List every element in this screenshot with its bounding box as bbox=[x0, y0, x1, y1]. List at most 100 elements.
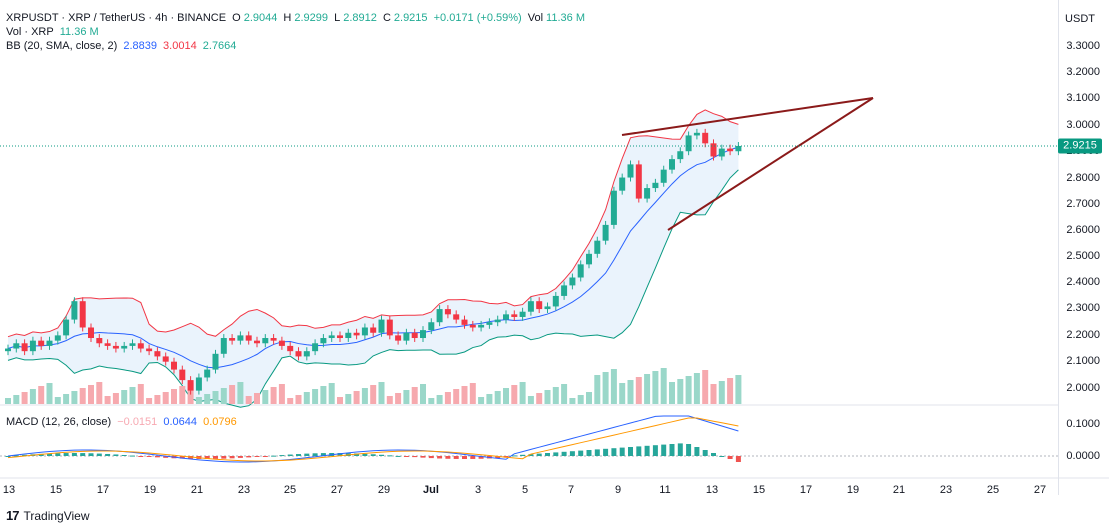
volume-bar bbox=[677, 379, 684, 404]
macd-histogram-bar bbox=[420, 456, 426, 458]
volume-bar bbox=[38, 386, 45, 404]
macd-histogram-bar bbox=[121, 454, 127, 456]
volume-bar bbox=[735, 375, 742, 404]
volume-bar bbox=[320, 386, 327, 404]
volume-bar bbox=[270, 387, 277, 404]
macd-histogram-bar bbox=[379, 454, 384, 456]
close-label: C bbox=[382, 12, 391, 24]
macd-line-value: 0.0644 bbox=[163, 416, 198, 428]
macd-histogram-bar bbox=[395, 455, 401, 457]
macd-histogram-bar bbox=[47, 453, 52, 456]
ohlc-legend: XRPUSDT · XRP / TetherUS · 4h · BINANCE … bbox=[6, 11, 588, 25]
macd-histogram-bar bbox=[403, 456, 409, 457]
candle-body bbox=[270, 338, 277, 341]
volume-bar bbox=[602, 372, 609, 404]
time-tick: 19 bbox=[846, 484, 860, 496]
price-tick: 2.6000 bbox=[1066, 224, 1100, 236]
volume-bar bbox=[403, 390, 410, 404]
candle-body bbox=[403, 332, 410, 341]
macd-histogram-bar bbox=[96, 453, 102, 456]
candle-body bbox=[21, 343, 28, 352]
candle-body bbox=[453, 314, 460, 320]
current-price-tag: 2.9215 bbox=[1058, 138, 1102, 154]
candle-body bbox=[544, 306, 551, 310]
volume-bar bbox=[378, 382, 385, 404]
time-tick: 23 bbox=[237, 484, 251, 496]
candle-body bbox=[245, 335, 252, 341]
macd-histogram-bar bbox=[428, 456, 434, 459]
macd-histogram-bar bbox=[55, 453, 61, 456]
candle-body bbox=[610, 190, 617, 225]
volume-bar bbox=[13, 395, 20, 404]
macd-histogram-bar bbox=[520, 454, 526, 456]
volume-bar bbox=[486, 394, 493, 404]
candle-body bbox=[162, 356, 169, 362]
price-tick: 2.4000 bbox=[1066, 276, 1100, 288]
change-value: +0.0171 (+0.59%) bbox=[433, 12, 522, 24]
tradingview-logo[interactable]: 17 TradingView bbox=[6, 508, 90, 523]
volume-bar bbox=[727, 378, 734, 404]
time-tick: 25 bbox=[283, 484, 297, 496]
candle-body bbox=[527, 301, 534, 312]
candle-body bbox=[129, 343, 136, 346]
macd-histogram-bar bbox=[553, 452, 559, 456]
candle-body bbox=[395, 335, 402, 341]
macd-histogram-bar bbox=[312, 453, 318, 456]
candle-body bbox=[262, 338, 269, 344]
macd-legend[interactable]: MACD (12, 26, close) −0.0151 0.0644 0.07… bbox=[6, 415, 240, 429]
open-value: 2.9044 bbox=[243, 12, 278, 24]
candle-body bbox=[345, 332, 352, 339]
macd-histogram-bar bbox=[735, 456, 741, 462]
candle-body bbox=[88, 327, 94, 339]
candle-body bbox=[146, 348, 153, 352]
candle-body bbox=[121, 345, 128, 349]
candle-body bbox=[461, 319, 468, 325]
volume-bar bbox=[453, 389, 460, 404]
symbol-label[interactable]: XRPUSDT · XRP / TetherUS · 4h · BINANCE bbox=[6, 12, 227, 24]
volume-bar bbox=[594, 375, 601, 404]
macd-histogram-bar bbox=[154, 456, 160, 458]
candle-body bbox=[469, 324, 476, 328]
volume-bar bbox=[693, 373, 700, 404]
time-tick: 11 bbox=[659, 484, 671, 496]
macd-histogram-bar bbox=[569, 451, 575, 456]
candle-body bbox=[635, 164, 642, 199]
volume-bar bbox=[345, 394, 352, 404]
bollinger-basis-value: 2.8839 bbox=[123, 40, 157, 52]
volume-bar bbox=[204, 394, 211, 404]
candle-body bbox=[361, 327, 368, 336]
price-axis[interactable]: 3.3000 3.2000 3.1000 3.0000 2.9000 2.800… bbox=[1058, 0, 1109, 495]
macd-histogram-bar bbox=[246, 456, 252, 458]
volume-bar bbox=[444, 392, 451, 404]
volume-bar bbox=[436, 395, 443, 404]
volume-bar bbox=[619, 383, 626, 404]
macd-signal-line bbox=[7, 417, 739, 462]
candle-body bbox=[693, 132, 700, 136]
candle-body bbox=[179, 369, 186, 381]
volume-bar bbox=[718, 381, 725, 404]
macd-histogram-bar bbox=[727, 456, 733, 459]
macd-histogram-bar bbox=[536, 453, 542, 456]
volume-bar bbox=[137, 384, 144, 404]
volume-legend[interactable]: Vol · XRP 11.36 M bbox=[6, 25, 102, 39]
candle-body bbox=[287, 345, 294, 352]
volume-bar bbox=[428, 398, 435, 404]
macd-histogram-bar bbox=[462, 456, 467, 459]
currency-label[interactable]: USDT bbox=[1065, 13, 1095, 25]
macd-histogram-bar bbox=[437, 456, 443, 459]
candle-body bbox=[237, 335, 244, 341]
candle-body bbox=[660, 169, 667, 183]
volume-bar bbox=[254, 393, 260, 404]
low-label: L bbox=[334, 12, 341, 24]
candle-body bbox=[112, 345, 119, 349]
macd-histogram-bar bbox=[254, 456, 260, 457]
macd-histogram-bar bbox=[63, 453, 69, 456]
price-tick: 3.2000 bbox=[1066, 66, 1100, 78]
volume-bar bbox=[112, 393, 119, 404]
candle-body bbox=[428, 322, 435, 331]
bollinger-legend[interactable]: BB (20, SMA, close, 2) 2.8839 3.0014 2.7… bbox=[6, 39, 239, 53]
volume-bar bbox=[287, 398, 294, 404]
candle-body bbox=[552, 295, 559, 307]
